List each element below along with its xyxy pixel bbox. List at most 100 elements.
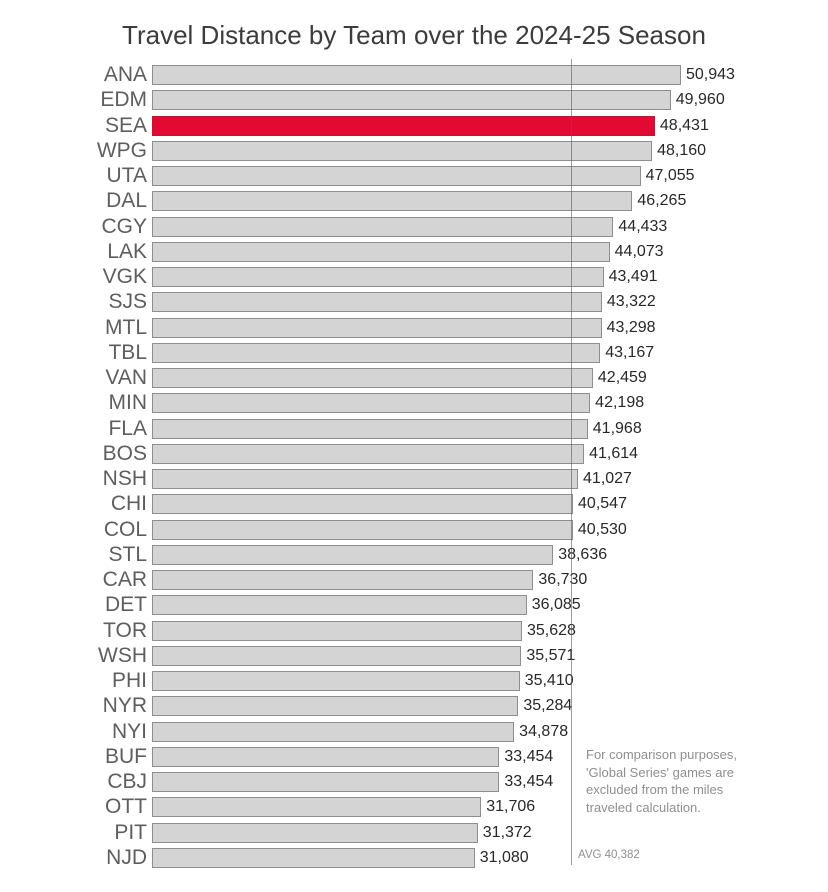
bar: [152, 418, 588, 439]
team-label: CHI: [110, 492, 147, 516]
bar: [152, 342, 601, 363]
chart-row: CGY 44,433: [0, 214, 828, 239]
bar: [152, 645, 522, 666]
bar-track: 42,198: [152, 391, 828, 416]
footnote-line: excluded from the miles: [586, 782, 724, 797]
team-label: BUF: [105, 744, 147, 768]
value-label: 40,530: [577, 520, 627, 538]
bar-track: 42,459: [152, 365, 828, 390]
bar: [152, 772, 500, 793]
value-label: 33,454: [504, 773, 554, 791]
team-label: CGY: [101, 214, 147, 238]
team-label: STL: [108, 542, 147, 566]
bar-track: 43,298: [152, 315, 828, 340]
value-label: 35,628: [526, 621, 576, 639]
chart-row: CHI 40,547: [0, 492, 828, 517]
chart-row: PIT 31,372: [0, 820, 828, 845]
value-label: 34,878: [519, 722, 569, 740]
team-label: PIT: [114, 820, 147, 844]
value-label: 48,160: [657, 141, 707, 159]
bar: [152, 570, 534, 591]
bar-track: 40,547: [152, 492, 828, 517]
chart-row: CAR 36,730: [0, 567, 828, 592]
chart-row: MIN 42,198: [0, 391, 828, 416]
bar: [152, 469, 579, 490]
bar-track: 41,614: [152, 441, 828, 466]
bar-track: 40,530: [152, 517, 828, 542]
bar-track: 35,628: [152, 618, 828, 643]
bar-track: 33,454: [152, 744, 828, 769]
bar: [152, 721, 515, 742]
value-label: 43,167: [605, 343, 655, 361]
team-label: CAR: [102, 568, 147, 592]
chart-row: COL 40,530: [0, 517, 828, 542]
footnote-line: traveled calculation.: [586, 799, 701, 815]
value-label: 35,410: [524, 672, 574, 690]
bar: [152, 90, 671, 111]
bar-track: 50,943: [152, 62, 828, 87]
bar: [152, 267, 604, 288]
chart-row: NSH 41,027: [0, 466, 828, 491]
value-label: 41,027: [583, 470, 632, 488]
bar-track: 35,571: [152, 643, 828, 668]
bar-track: 35,410: [152, 668, 828, 693]
chart-row: PHI 35,410: [0, 668, 828, 693]
bar-track: 43,322: [152, 290, 828, 315]
team-label: NSH: [102, 467, 147, 491]
team-label: NYR: [102, 694, 147, 718]
team-label: COL: [103, 517, 147, 541]
value-label: 41,968: [592, 419, 642, 437]
chart-row: NJD 31,080: [0, 845, 828, 870]
value-label: 40,547: [578, 495, 627, 513]
bar: [152, 191, 633, 212]
bar: [152, 368, 593, 389]
chart-row: SEA 48,431: [0, 113, 828, 138]
chart-row: NYR 35,284: [0, 694, 828, 719]
team-label: NYI: [111, 719, 147, 743]
bar: [152, 822, 478, 843]
bar-track: 41,027: [152, 466, 828, 491]
team-label: EDM: [100, 88, 147, 112]
bar-track: 35,284: [152, 694, 828, 719]
team-label: VAN: [105, 366, 147, 390]
chart-row: SJS 43,322: [0, 290, 828, 315]
team-label: UTA: [106, 164, 147, 188]
value-label: 42,459: [597, 369, 647, 387]
value-label: 31,080: [479, 848, 529, 866]
team-label: SEA: [104, 113, 147, 137]
bar-track: 48,160: [152, 138, 828, 163]
chart-row: BUF 33,454: [0, 744, 828, 769]
team-label: TBL: [108, 340, 147, 364]
bar-highlighted: [152, 115, 655, 136]
team-label: DET: [105, 593, 147, 617]
value-label: 43,322: [606, 293, 656, 311]
value-label: 38,636: [558, 545, 608, 563]
team-label: BOS: [102, 441, 147, 465]
value-label: 35,571: [526, 646, 576, 664]
team-label: WPG: [96, 138, 147, 162]
team-label: SJS: [108, 290, 147, 314]
bar-track: 44,073: [152, 239, 828, 264]
bar-track: 36,730: [152, 567, 828, 592]
chart-row: DET 36,085: [0, 593, 828, 618]
bar: [152, 595, 527, 616]
value-label: 33,454: [504, 747, 554, 765]
bar: [152, 620, 522, 641]
bar: [152, 241, 610, 262]
chart-row: TOR 35,628: [0, 618, 828, 643]
team-label: PHI: [111, 669, 147, 693]
team-label: ANA: [103, 63, 147, 87]
value-label: 41,614: [589, 444, 639, 462]
page-title: Travel Distance by Team over the 2024-25…: [122, 20, 706, 50]
chart-row: STL 38,636: [0, 542, 828, 567]
chart-row: OTT 31,706: [0, 795, 828, 820]
chart-row: VGK 43,491: [0, 264, 828, 289]
value-label: 44,073: [614, 242, 664, 260]
bar: [152, 797, 482, 818]
chart-row: BOS 41,614: [0, 441, 828, 466]
bar: [152, 544, 554, 565]
bar-chart: ANA 50,943 EDM 49,960 SEA 48,431 WPG 48,160 UTA 4…: [0, 59, 828, 870]
bar-track: 31,080: [152, 845, 828, 870]
bar-track: 47,055: [152, 163, 828, 188]
